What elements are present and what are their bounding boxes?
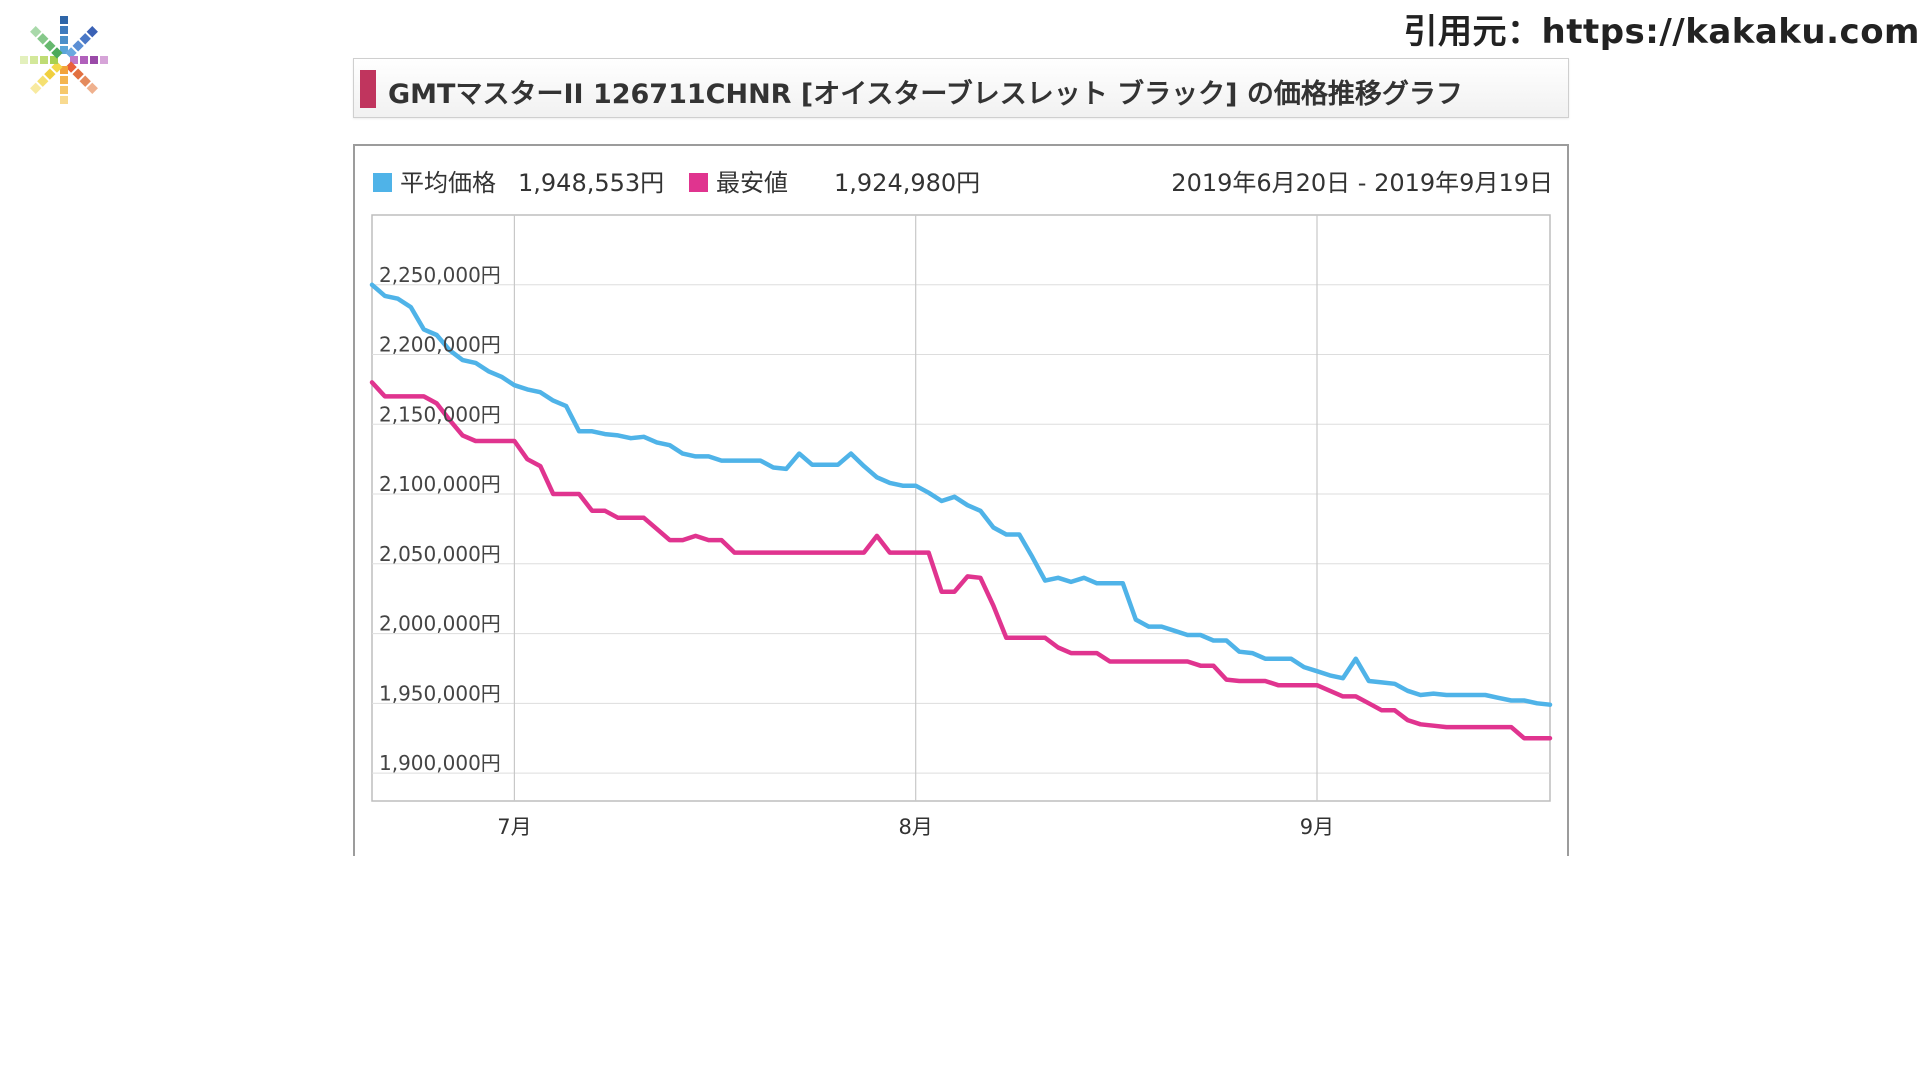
- legend-swatch-average: [373, 173, 392, 192]
- logo-square-icon: [30, 82, 42, 94]
- logo-square-icon: [80, 56, 88, 64]
- y-tick-label: 1,950,000円: [379, 681, 501, 705]
- logo-square-icon: [44, 40, 56, 52]
- legend-label-lowest: 最安値: [716, 169, 788, 197]
- legend-label-average: 平均価格: [400, 169, 496, 197]
- logo-square-icon: [79, 75, 91, 87]
- legend-value-average: 1,948,553円: [518, 169, 664, 197]
- logo-square-icon: [86, 82, 98, 94]
- logo-square-icon: [30, 56, 38, 64]
- logo-square-icon: [60, 86, 68, 94]
- logo-square-icon: [60, 66, 68, 74]
- price-history-chart: 平均価格 1,948,553円 最安値 1,924,980円 2019年6月20日 - …: [369, 169, 1553, 839]
- logo-square-icon: [40, 56, 48, 64]
- legend-value-lowest: 1,924,980円: [834, 169, 980, 197]
- logo-square-icon: [60, 26, 68, 34]
- chart-frame: 平均価格 1,948,553円 最安値 1,924,980円 2019年6月20日 - …: [353, 144, 1569, 856]
- logo-square-icon: [37, 33, 49, 45]
- y-tick-label: 2,200,000円: [379, 333, 501, 357]
- y-tick-label: 2,150,000円: [379, 402, 501, 426]
- source-credit: 引用元：https://kakaku.com: [1403, 12, 1920, 52]
- logo-square-icon: [60, 16, 68, 24]
- logo-square-icon: [100, 56, 108, 64]
- chart-title-bar: GMTマスターII 126711CHNR [オイスターブレスレット ブラック] …: [353, 58, 1569, 118]
- logo-square-icon: [30, 26, 42, 38]
- date-range-label: 2019年6月20日 - 2019年9月19日: [1171, 169, 1553, 197]
- y-tick-label: 2,100,000円: [379, 472, 501, 496]
- legend-swatch-lowest: [689, 173, 708, 192]
- logo-square-icon: [70, 56, 78, 64]
- logo-square-icon: [60, 76, 68, 84]
- logo-square-icon: [44, 68, 56, 80]
- kakaku-asterisk-logo: [20, 16, 108, 104]
- y-tick-label: 2,050,000円: [379, 542, 501, 566]
- logo-square-icon: [51, 61, 63, 73]
- logo-square-icon: [90, 56, 98, 64]
- logo-square-icon: [51, 47, 63, 59]
- logo-square-icon: [72, 40, 84, 52]
- logo-square-icon: [79, 33, 91, 45]
- x-tick-label: 8月: [899, 815, 933, 839]
- x-tick-label: 9月: [1300, 815, 1334, 839]
- logo-square-icon: [20, 56, 28, 64]
- y-tick-label: 1,900,000円: [379, 751, 501, 775]
- plot-area: [371, 214, 1551, 802]
- x-tick-label: 7月: [497, 815, 531, 839]
- logo-square-icon: [60, 36, 68, 44]
- logo-square-icon: [65, 47, 77, 59]
- logo-square-icon: [60, 46, 68, 54]
- logo-square-icon: [60, 96, 68, 104]
- y-tick-label: 2,250,000円: [379, 263, 501, 287]
- chart-title: GMTマスターII 126711CHNR [オイスターブレスレット ブラック] …: [388, 79, 1463, 110]
- title-accent-bar: [360, 70, 376, 108]
- y-tick-label: 2,000,000円: [379, 612, 501, 636]
- logo-square-icon: [50, 56, 58, 64]
- series-line-lowest: [369, 380, 1553, 741]
- logo-square-icon: [72, 68, 84, 80]
- logo-square-icon: [86, 26, 98, 38]
- logo-square-icon: [37, 75, 49, 87]
- series-line-average: [369, 282, 1553, 707]
